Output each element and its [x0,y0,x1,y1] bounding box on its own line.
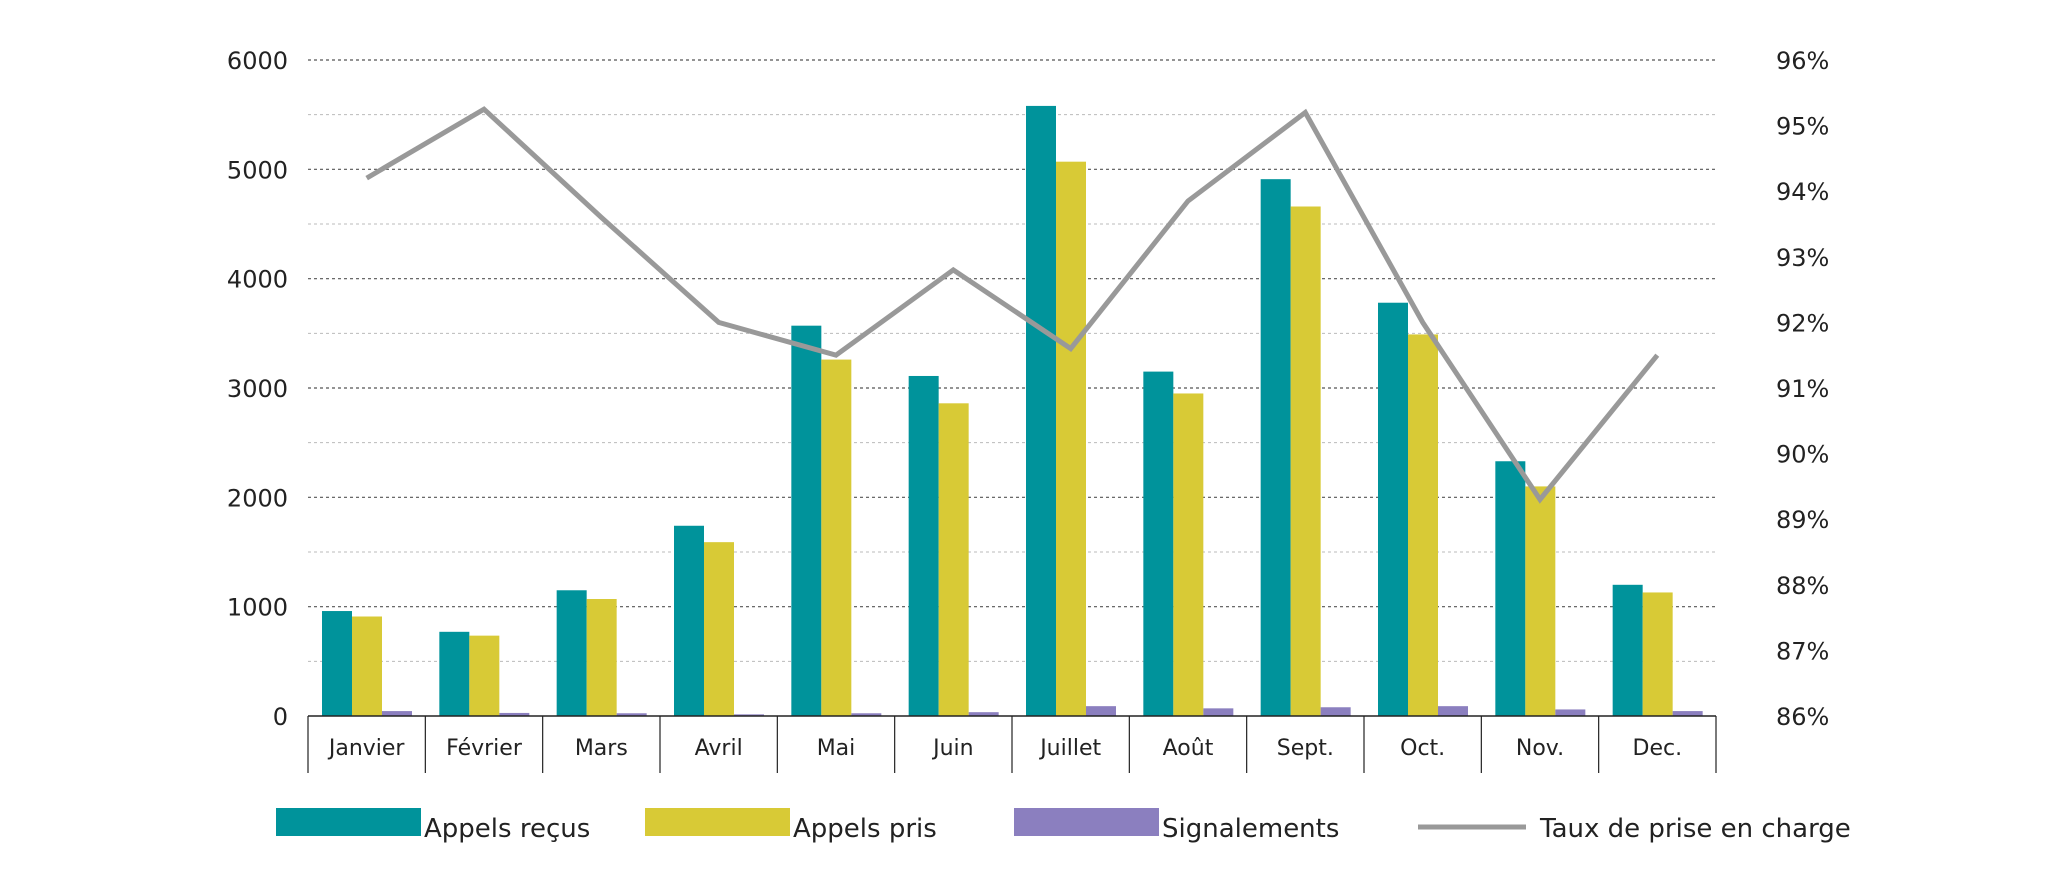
legend-label: Appels pris [793,814,937,844]
y-right-tick-label: 93% [1776,244,1829,272]
y-right-tick-label: 94% [1776,178,1829,206]
rate-line [367,109,1658,500]
bar [322,611,352,716]
x-tick-label: Août [1163,736,1214,761]
x-tick-label: Janvier [327,736,406,761]
bar [1378,303,1408,716]
bar [1438,706,1468,716]
bar [791,326,821,716]
legend-label: Taux de prise en charge [1539,814,1851,844]
bar [1321,707,1351,716]
x-tick-label: Juillet [1038,736,1101,761]
x-tick-label: Mars [575,736,628,761]
bar [821,360,851,716]
bars [322,106,1703,716]
y-right-tick-label: 96% [1776,47,1829,75]
legend-swatch [276,808,421,836]
y-left-tick-label: 3000 [227,375,288,403]
bar [439,632,469,716]
legend-swatch [1014,808,1159,836]
y-left-tick-label: 5000 [227,156,288,184]
x-tick-label: Dec. [1633,736,1683,761]
y-right-tick-label: 88% [1776,572,1829,600]
y-right-tick-label: 91% [1776,375,1829,403]
bar [704,542,734,716]
bar [1495,461,1525,716]
bar [1026,106,1056,716]
bar [1555,709,1585,716]
x-tick-label: Février [446,736,523,761]
bar [939,403,969,716]
y-left-tick-label: 4000 [227,266,288,294]
y-left-tick-label: 0 [273,703,288,731]
y-right-tick-label: 87% [1776,637,1829,665]
y-left-tick-label: 6000 [227,47,288,75]
bar [1203,708,1233,716]
y-right-tick-label: 89% [1776,506,1829,534]
bar [1173,393,1203,716]
bar [352,617,382,716]
bar [1643,592,1673,716]
x-tick-label: Avril [695,736,743,761]
legend-label: Signalements [1162,814,1339,844]
bar [557,590,587,716]
y-left-tick-label: 1000 [227,594,288,622]
bar [1291,207,1321,716]
bar [1261,179,1291,716]
y-right-tick-label: 92% [1776,309,1829,337]
y-right-tick-label: 95% [1776,113,1829,141]
bar [1056,162,1086,716]
x-tick-label: Juin [931,736,974,761]
legend: Appels reçus Appels pris Signalements Taux … [276,808,1851,844]
x-tick-label: Sept. [1277,736,1334,761]
bar [1613,585,1643,716]
y-left-tick-label: 2000 [227,484,288,512]
legend-swatch [645,808,790,836]
rate-polyline [367,109,1658,499]
x-tick-label: Nov. [1516,736,1564,761]
x-tick-label: Oct. [1400,736,1445,761]
bar [909,376,939,716]
y-right-tick-label: 90% [1776,441,1829,469]
bar [1086,706,1116,716]
x-tick-label: Mai [817,736,856,761]
bar [1143,372,1173,716]
bar [587,599,617,716]
bar [469,636,499,716]
bar [1525,486,1555,716]
bar [1408,334,1438,716]
bar [674,526,704,716]
y-right-tick-label: 86% [1776,703,1829,731]
legend-label: Appels reçus [424,814,590,844]
